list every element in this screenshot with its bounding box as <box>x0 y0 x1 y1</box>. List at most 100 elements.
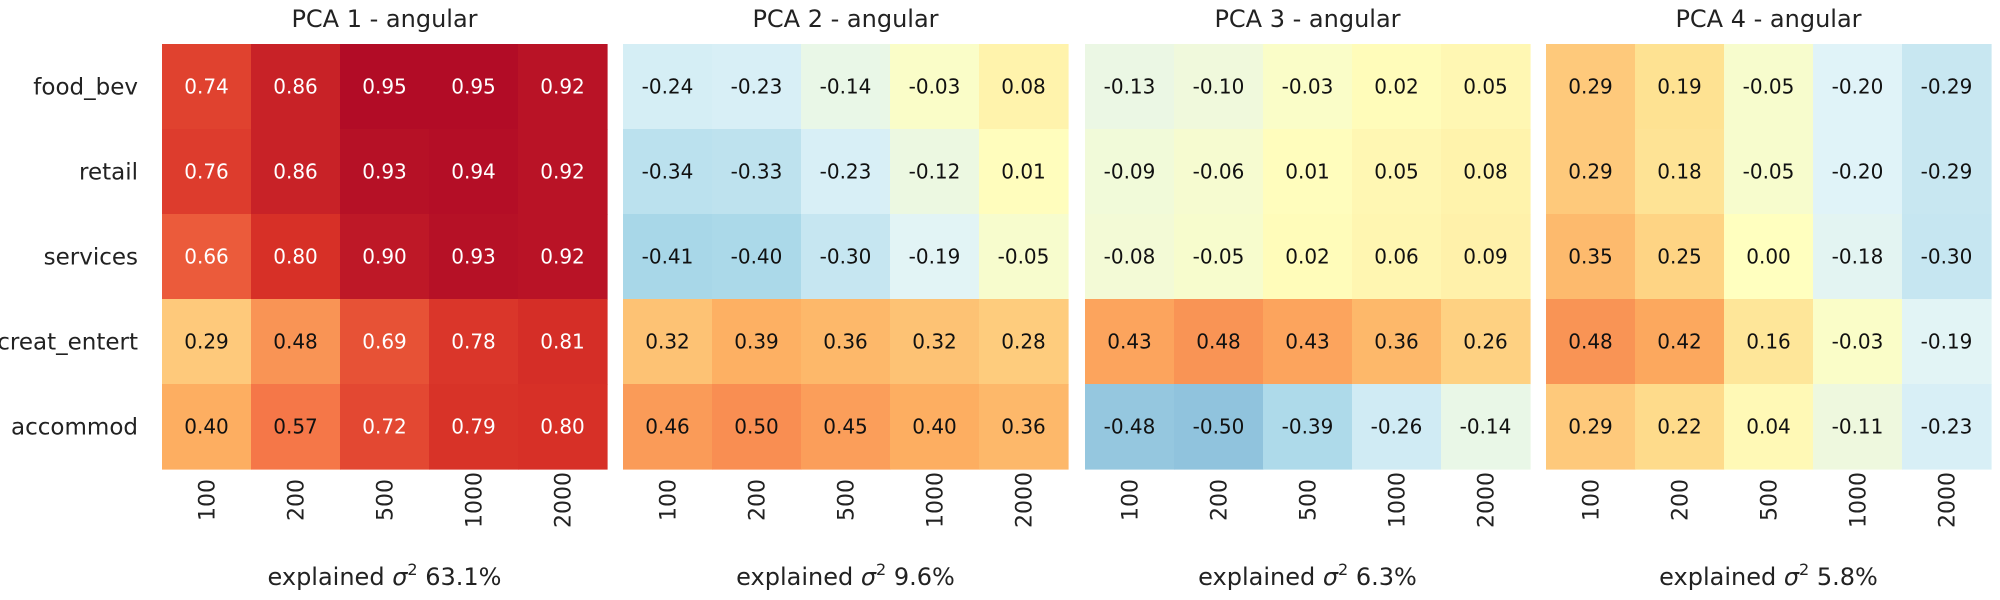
cell-value-label: 0.29 <box>1568 415 1613 439</box>
heatmap-cell <box>801 214 891 300</box>
heatmap-cell <box>1174 214 1264 300</box>
cell-value-label: -0.23 <box>1921 415 1973 439</box>
cell-value-label: -0.05 <box>998 245 1050 269</box>
heatmap-cell <box>1724 129 1814 215</box>
heatmap-panel: PCA 4 - angular 0.29 0.19 -0.05 -0.20 -0.29 0.… <box>1546 5 1992 591</box>
cell-value-label: 0.36 <box>1374 330 1419 354</box>
heatmap-cell <box>1635 299 1725 385</box>
row-label: creat_entert <box>0 330 138 356</box>
cell-value-label: 0.95 <box>451 75 496 99</box>
heatmap-cell <box>979 44 1069 130</box>
cell-value-label: 0.80 <box>273 245 318 269</box>
cell-value-label: 0.93 <box>362 160 407 184</box>
cell-value-label: 0.80 <box>540 415 585 439</box>
cell-value-label: -0.29 <box>1921 75 1973 99</box>
cell-value-label: -0.40 <box>731 245 783 269</box>
heatmap-cell <box>979 214 1069 300</box>
heatmap-cell <box>801 44 891 130</box>
cell-value-label: 0.57 <box>273 415 318 439</box>
heatmap-cell <box>890 299 980 385</box>
column-tick-label: 1000 <box>463 472 488 528</box>
heatmap-cell <box>1441 44 1531 130</box>
cell-value-label: 0.36 <box>1001 415 1046 439</box>
cell-value-label: 0.02 <box>1285 245 1330 269</box>
column-tick-label: 200 <box>746 479 771 521</box>
cell-value-label: 0.29 <box>1568 75 1613 99</box>
heatmap-cell <box>340 299 430 385</box>
column-tick-label: 500 <box>1297 479 1322 521</box>
heatmap-cell <box>1441 129 1531 215</box>
cell-value-label: 0.48 <box>1568 330 1613 354</box>
heatmap-cell <box>1352 129 1442 215</box>
heatmap-cell <box>1635 384 1725 470</box>
heatmap-cell <box>712 214 802 300</box>
cell-value-label: -0.13 <box>1104 75 1156 99</box>
cell-value-label: 0.93 <box>451 245 496 269</box>
column-tick-label: 2000 <box>1475 472 1500 528</box>
heatmap-cell <box>1085 44 1175 130</box>
cell-value-label: 0.01 <box>1001 160 1046 184</box>
cell-value-label: 0.43 <box>1107 330 1152 354</box>
cell-value-label: 0.69 <box>362 330 407 354</box>
cell-value-label: 0.81 <box>540 330 585 354</box>
cell-value-label: 0.16 <box>1746 330 1791 354</box>
cell-value-label: -0.03 <box>1832 330 1884 354</box>
heatmap-panel: PCA 1 - angular 0.74 0.86 0.95 0.95 0.92 0.76 0… <box>162 5 608 591</box>
cell-value-label: -0.33 <box>731 160 783 184</box>
cell-value-label: 0.35 <box>1568 245 1613 269</box>
heatmap-cell <box>1902 214 1992 300</box>
heatmap-cell <box>1441 384 1531 470</box>
panel-title: PCA 3 - angular <box>1214 5 1400 33</box>
column-tick-label: 100 <box>196 479 221 521</box>
panel-title: PCA 2 - angular <box>752 5 938 33</box>
cell-value-label: -0.11 <box>1832 415 1884 439</box>
heatmap-cell <box>251 214 341 300</box>
row-label: food_bev <box>33 75 138 101</box>
cell-value-label: 0.40 <box>912 415 957 439</box>
cell-value-label: 0.48 <box>1196 330 1241 354</box>
heatmap-cell <box>429 129 519 215</box>
cell-value-label: -0.03 <box>1282 75 1334 99</box>
cell-value-label: 0.46 <box>645 415 690 439</box>
heatmap-cell <box>1352 214 1442 300</box>
heatmap-cell <box>712 299 802 385</box>
panel-xlabel: explained σ2 6.3% <box>1198 560 1417 591</box>
panel-title: PCA 4 - angular <box>1675 5 1861 33</box>
heatmap-cell <box>429 44 519 130</box>
cell-value-label: -0.03 <box>909 75 961 99</box>
cell-value-label: 0.05 <box>1463 75 1508 99</box>
heatmap-cell <box>1263 384 1353 470</box>
cell-value-label: -0.05 <box>1743 160 1795 184</box>
cell-value-label: 0.18 <box>1657 160 1702 184</box>
heatmap-cell <box>1902 299 1992 385</box>
heatmap-cell <box>251 384 341 470</box>
heatmap-panel: PCA 2 - angular -0.24 -0.23 -0.14 -0.03 0.08 -… <box>623 5 1069 591</box>
heatmap-cell <box>1813 384 1903 470</box>
row-label: accommod <box>11 415 138 441</box>
heatmap-cell <box>1902 384 1992 470</box>
heatmap-cell <box>1546 44 1636 130</box>
cell-value-label: -0.29 <box>1921 160 1973 184</box>
cell-value-label: -0.20 <box>1832 75 1884 99</box>
cell-value-label: 0.74 <box>184 75 229 99</box>
heatmap-cell <box>1902 44 1992 130</box>
heatmap-cell <box>1813 299 1903 385</box>
cell-value-label: 0.92 <box>540 245 585 269</box>
heatmap-cell <box>1085 299 1175 385</box>
cell-value-label: 0.92 <box>540 160 585 184</box>
cell-value-label: 0.19 <box>1657 75 1702 99</box>
column-tick-label: 200 <box>1208 479 1233 521</box>
heatmap-cell <box>1174 129 1264 215</box>
column-tick-label: 200 <box>285 479 310 521</box>
cell-value-label: 0.00 <box>1746 245 1791 269</box>
heatmap-cell <box>162 384 252 470</box>
heatmap-cell <box>1724 299 1814 385</box>
heatmap-cell <box>429 214 519 300</box>
heatmap-cell <box>890 129 980 215</box>
heatmap-cell <box>1724 214 1814 300</box>
heatmap-cell <box>1174 44 1264 130</box>
heatmap-cell <box>1174 299 1264 385</box>
cell-value-label: -0.34 <box>642 160 694 184</box>
column-tick-label: 1000 <box>1847 472 1872 528</box>
